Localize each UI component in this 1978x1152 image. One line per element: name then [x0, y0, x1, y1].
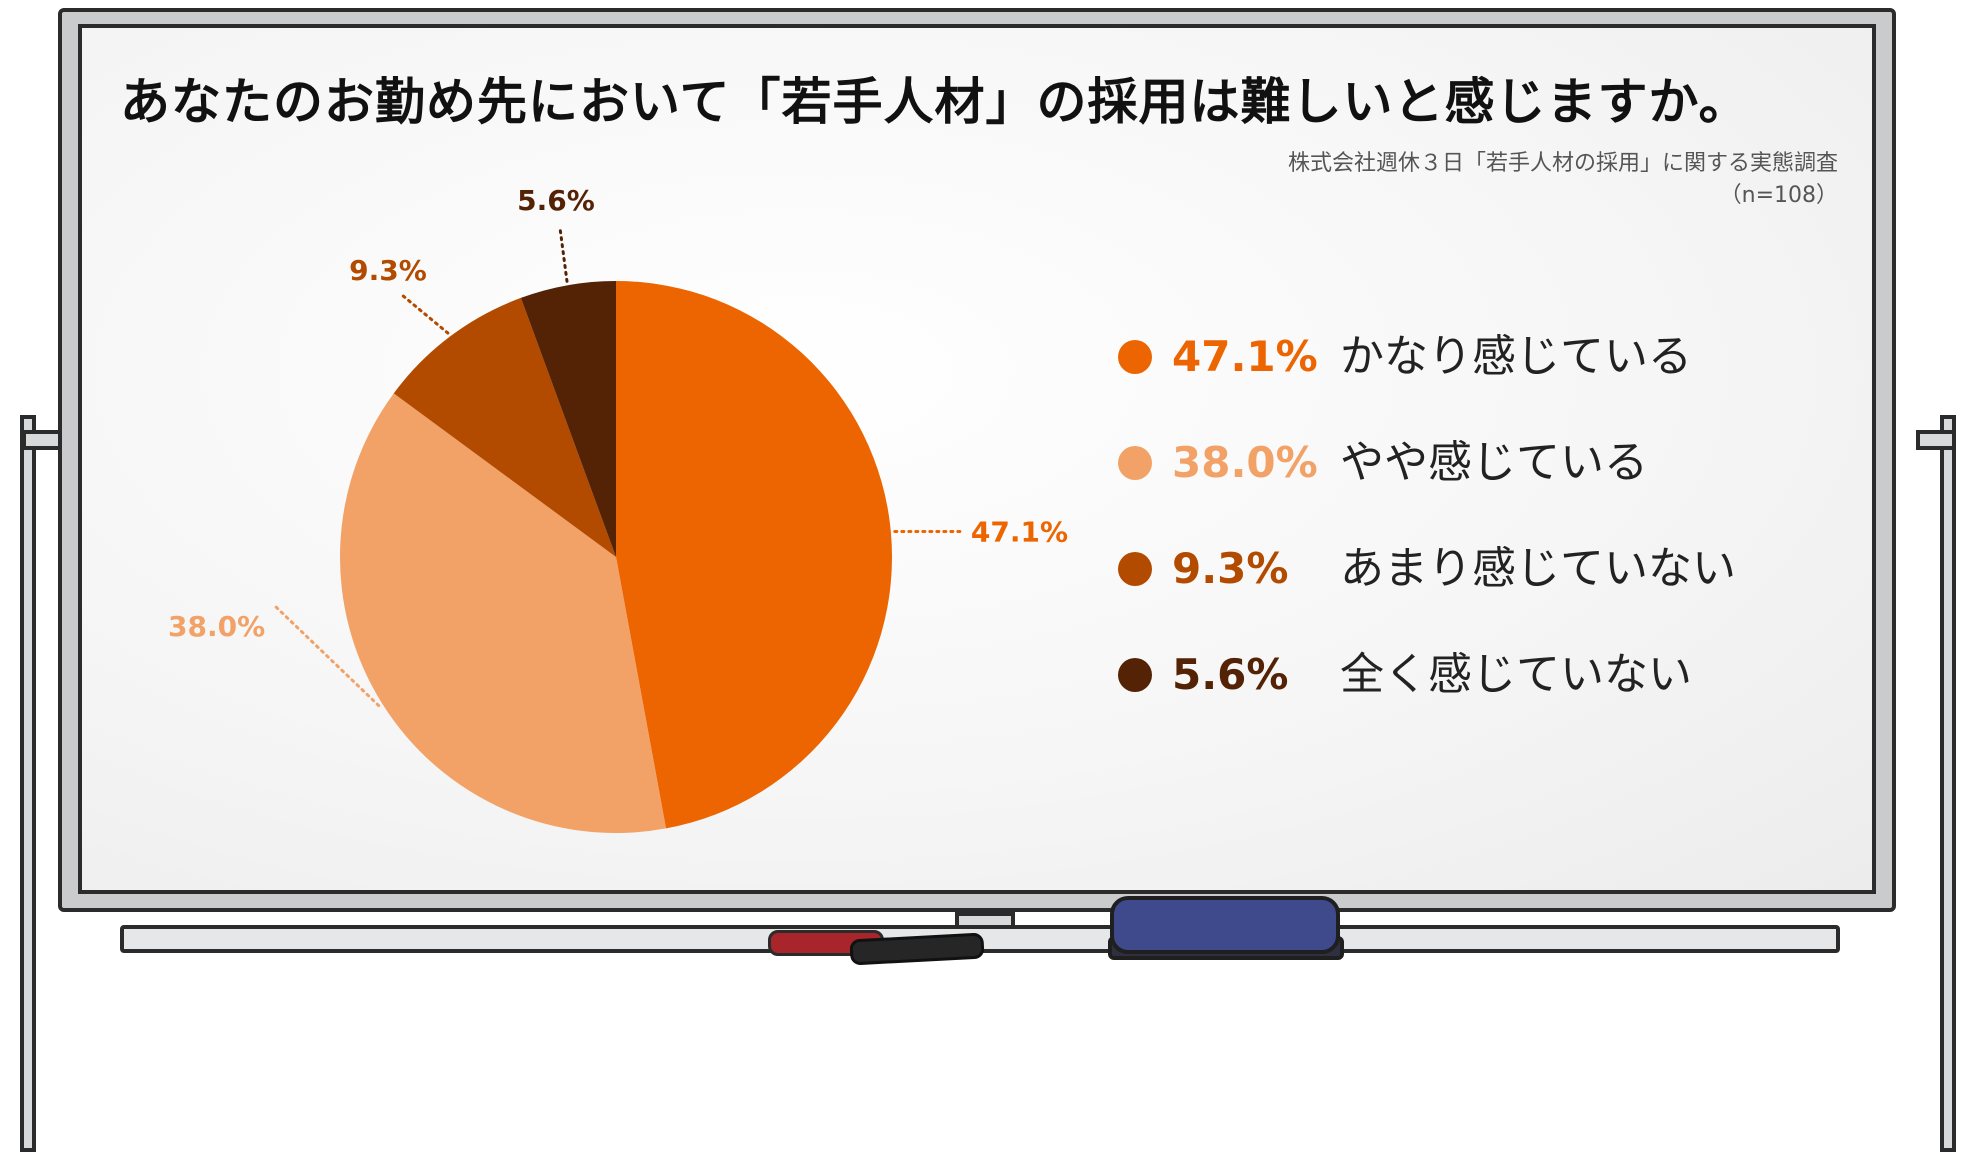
legend-dot-icon — [1118, 340, 1152, 374]
legend-label: やや感じている — [1340, 437, 1648, 488]
survey-source: 株式会社週休３日「若手人材の採用」に関する実態調査 （n=108） — [1288, 148, 1838, 212]
callout-leader-line — [558, 226, 569, 283]
legend-label: 全く感じていない — [1340, 649, 1692, 700]
pie-slice — [339, 393, 667, 833]
callout-leader-line — [274, 605, 381, 708]
whiteboard-stand-right — [1940, 415, 1956, 1152]
whiteboard-stand-left — [20, 415, 36, 1152]
legend-dot-icon — [1118, 446, 1152, 480]
legend-dot-icon — [1118, 552, 1152, 586]
legend-dot-icon — [1118, 658, 1152, 692]
pie-slice — [616, 281, 893, 829]
chart-title: あなたのお勤め先において「若手人材」の採用は難しいと感じますか。 — [120, 73, 1750, 131]
slice-data-label: 9.3% — [349, 254, 427, 287]
survey-sample-size: （n=108） — [1719, 183, 1838, 208]
pie-slice — [520, 281, 616, 557]
pie-slice — [393, 297, 616, 557]
legend-value: 5.6% — [1172, 650, 1289, 699]
pie-callouts: 47.1% 38.0% 9.3% 5.6% — [168, 184, 1068, 708]
survey-source-line1: 株式会社週休３日「若手人材の採用」に関する実態調査 — [1287, 151, 1838, 176]
whiteboard-bracket-right — [1916, 430, 1956, 450]
slice-data-label: 38.0% — [168, 610, 265, 643]
legend-label: あまり感じていない — [1340, 543, 1736, 594]
slice-data-label: 47.1% — [971, 516, 1068, 549]
slice-data-label: 5.6% — [517, 184, 595, 217]
pie-slices — [339, 281, 893, 833]
legend-label: かなり感じている — [1340, 331, 1692, 382]
callout-leader-line — [400, 293, 450, 335]
legend-value: 38.0% — [1172, 438, 1318, 487]
legend-value: 9.3% — [1172, 544, 1289, 593]
legend-value: 47.1% — [1172, 332, 1318, 381]
eraser-icon — [1110, 896, 1340, 954]
